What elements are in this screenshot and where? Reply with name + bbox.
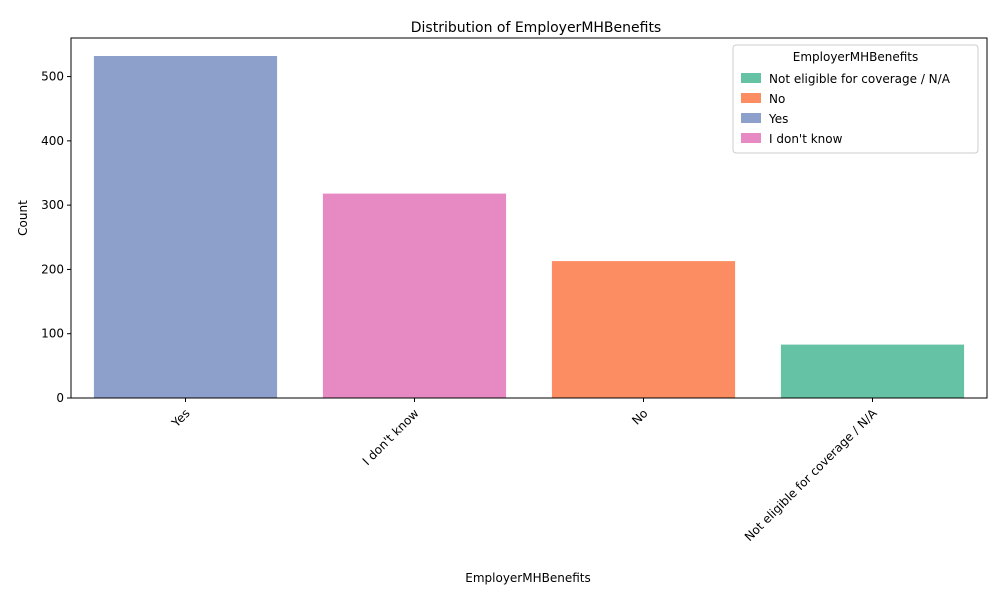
y-tick-label: 300 — [41, 198, 64, 212]
x-tick-label: No — [629, 406, 650, 427]
bar-3 — [780, 344, 965, 398]
y-axis: 0 100 200 300 400 500 — [41, 70, 71, 405]
y-tick-label: 0 — [56, 391, 64, 405]
bars — [93, 56, 965, 398]
x-axis-label: EmployerMHBenefits — [465, 571, 590, 585]
y-tick-label: 100 — [41, 327, 64, 341]
y-axis-label: Count — [16, 200, 30, 236]
x-tick-label: I don't know — [360, 406, 422, 468]
legend-entry-label: I don't know — [769, 132, 843, 146]
legend-swatch — [741, 73, 761, 83]
legend-entry-label: No — [769, 92, 785, 106]
x-axis: Yes I don't know No Not eligible for covera… — [168, 398, 880, 544]
x-tick-label: Not eligible for coverage / N/A — [742, 406, 880, 544]
y-tick-label: 500 — [41, 70, 64, 84]
legend-swatch — [741, 93, 761, 103]
plot-frame — [70, 37, 988, 399]
legend-swatch — [741, 133, 761, 143]
legend-entry-label: Yes — [768, 112, 788, 126]
bar-0 — [93, 56, 278, 398]
chart-title: Distribution of EmployerMHBenefits — [411, 20, 661, 36]
bar-1 — [322, 193, 507, 398]
y-tick-label: 200 — [41, 262, 64, 276]
legend-title: EmployerMHBenefits — [793, 50, 918, 64]
legend: EmployerMHBenefits Not eligible for cover… — [732, 44, 979, 154]
y-tick-label: 400 — [41, 134, 64, 148]
legend-entry-label: Not eligible for coverage / N/A — [769, 72, 951, 86]
x-tick-label: Yes — [168, 406, 192, 430]
bar-2 — [551, 261, 736, 398]
legend-swatch — [741, 113, 761, 123]
legend-box — [732, 44, 979, 154]
